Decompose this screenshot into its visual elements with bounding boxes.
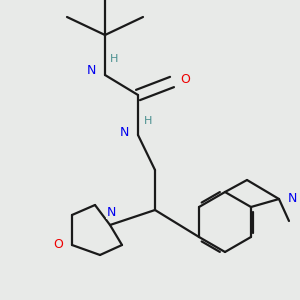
Text: N: N [119,125,129,139]
Text: H: H [110,54,118,64]
Text: O: O [180,74,190,86]
Text: O: O [53,238,63,251]
Text: H: H [144,116,152,126]
Text: N: N [287,193,297,206]
Text: N: N [86,64,96,77]
Text: N: N [106,206,116,218]
